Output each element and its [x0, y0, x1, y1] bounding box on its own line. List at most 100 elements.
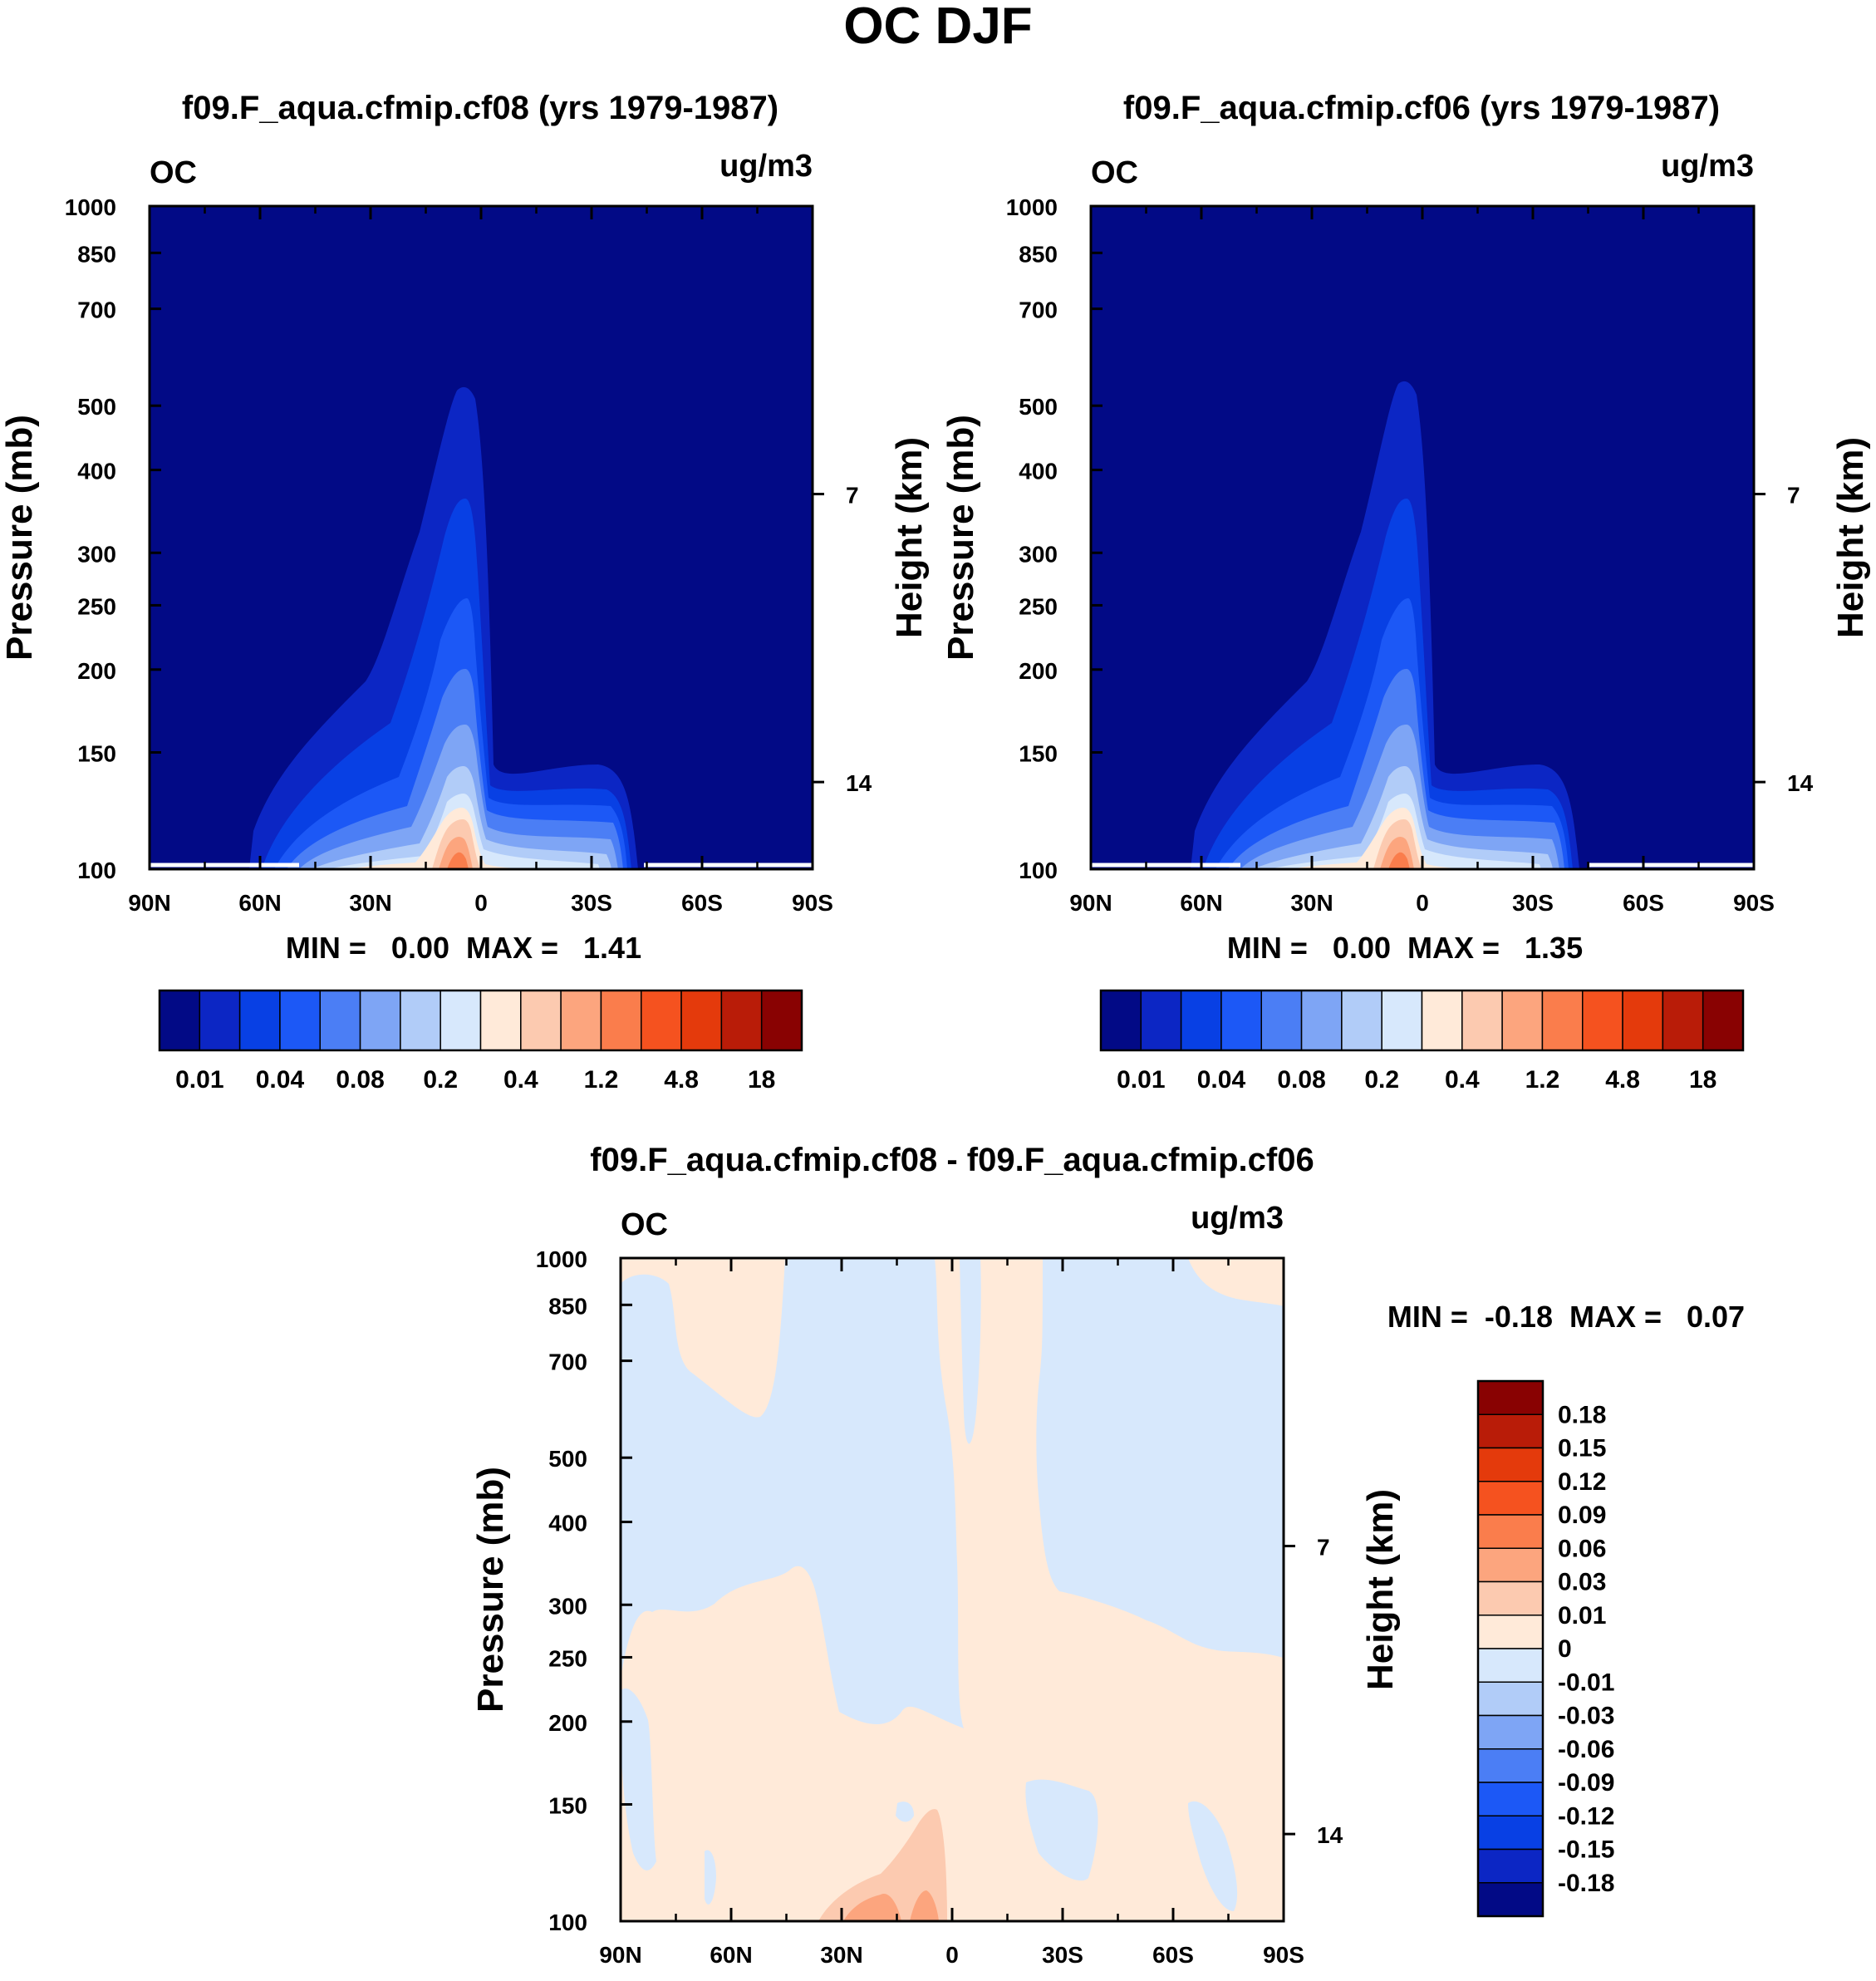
colorbar-box: [1220, 990, 1262, 1051]
negative-region-lower-left: [621, 1688, 656, 1870]
colorbar-label: 0.01: [175, 1066, 223, 1094]
colorbar-box: [1260, 990, 1303, 1051]
panel-difference-units-label: ug/m3: [1191, 1201, 1284, 1236]
colorbar-box: [1501, 990, 1544, 1051]
y-tick-label: 300: [548, 1593, 587, 1619]
colorbar-label: 0.03: [1558, 1569, 1606, 1596]
colorbar-label: 0.08: [1277, 1066, 1325, 1094]
panel-cf06-ylabel: Pressure (mb): [940, 415, 981, 661]
colorbar-frame: [1099, 989, 1745, 1052]
y-tick-label: 250: [1019, 593, 1058, 619]
contour-level-max: [447, 852, 469, 869]
panel-cf06-axes: 100 150 200 250 300 400 500 700 850 1000 14 7 90N 60N…: [1006, 194, 1814, 916]
colorbar-box: [1582, 990, 1623, 1051]
colorbar-box: [1477, 1848, 1544, 1884]
colorbar-box: [1300, 990, 1343, 1051]
x-tick-label: 30S: [571, 890, 612, 916]
y-tick-label: 200: [77, 658, 116, 684]
colorbar-label: 0.15: [1558, 1435, 1606, 1462]
colorbar-box: [400, 990, 441, 1051]
x-tick-label: 30N: [1290, 890, 1333, 916]
colorbar-box: [159, 990, 201, 1051]
y-tick-label: 700: [548, 1349, 587, 1375]
x-tick-label: 60S: [681, 890, 723, 916]
colorbar-label: 0.04: [1197, 1066, 1246, 1094]
colorbar-label: 0.4: [1445, 1066, 1480, 1094]
contour-level-1-2: [1290, 808, 1473, 869]
colorbar-label: 0.2: [423, 1066, 458, 1094]
colorbar-box: [1140, 990, 1182, 1051]
colorbar-label: 0.09: [1558, 1502, 1606, 1529]
panel-difference: f09.F_aqua.cfmip.cf08 - f09.F_aqua.cfmip…: [470, 1142, 1745, 1968]
y-tick-label: 250: [548, 1645, 587, 1671]
y-tick-label: 1000: [65, 194, 116, 220]
page-title: OC DJF: [843, 0, 1032, 55]
colorbar-label: 4.8: [664, 1066, 699, 1094]
y-tick-label: 300: [1019, 541, 1058, 567]
colorbar-box: [1421, 990, 1463, 1051]
colorbar-label: -0.12: [1558, 1802, 1614, 1830]
x-tick-label: 60N: [1180, 890, 1222, 916]
positive-level-0-06: [843, 1894, 901, 1921]
difference-positive-hotspot: [818, 1809, 947, 1921]
colorbar-box: [520, 990, 562, 1051]
colorbar-box: [1461, 990, 1503, 1051]
colorbar-box: [199, 990, 241, 1051]
panel-difference-ylabel: Pressure (mb): [470, 1467, 511, 1713]
colorbar-box: [1477, 1580, 1544, 1616]
colorbar-label: 0: [1558, 1635, 1572, 1663]
x-tick-label: 30N: [349, 890, 391, 916]
negative-region-lower-right-b: [1188, 1801, 1238, 1911]
negative-region-lower-right-a: [1025, 1779, 1098, 1881]
y-right-tick-label: 14: [846, 770, 872, 796]
x-tick-label: 60N: [238, 890, 281, 916]
negative-region-equator-column: [960, 1258, 981, 1444]
panel-cf08: f09.F_aqua.cfmip.cf08 (yrs 1979-1987) OC…: [0, 90, 930, 1094]
colorbar-label: -0.09: [1558, 1769, 1614, 1797]
panel-cf06: f09.F_aqua.cfmip.cf06 (yrs 1979-1987) OC…: [940, 90, 1871, 1094]
colorbar-box: [1477, 1615, 1544, 1649]
colorbar-label: -0.15: [1558, 1836, 1614, 1864]
colorbar-box: [1477, 1413, 1544, 1449]
x-tick-label: 30S: [1042, 1942, 1083, 1968]
x-tick-label: 90N: [128, 890, 170, 916]
colorbar-box: [319, 990, 361, 1051]
panel-difference-colorbar: 0.18 0.15 0.12 0.09 0.06 0.03 0.01 0 -0.01 -0.03 -…: [1476, 1379, 1614, 1918]
colorbar-label: 4.8: [1605, 1066, 1640, 1094]
y-tick-label: 850: [77, 241, 116, 267]
positive-level-0-06-b: [910, 1890, 939, 1921]
y-tick-label: 100: [1019, 858, 1058, 883]
panel-difference-axes: 100 150 200 250 300 400 500 700 850 1000 14 7 90N 60N…: [536, 1246, 1343, 1968]
colorbar-label: 1.2: [1525, 1066, 1560, 1094]
y-tick-label: 150: [77, 740, 116, 766]
x-tick-label: 0: [945, 1942, 959, 1968]
colorbar-box: [1477, 1547, 1544, 1583]
colorbar-box: [1477, 1815, 1544, 1851]
colorbar-box: [1341, 990, 1382, 1051]
y-right-tick-label: 7: [1787, 483, 1800, 509]
x-tick-label: 60N: [710, 1942, 752, 1968]
panel-cf06-title: f09.F_aqua.cfmip.cf06 (yrs 1979-1987): [1123, 90, 1720, 126]
y-tick-label: 500: [548, 1446, 587, 1472]
x-tick-label: 90N: [599, 1942, 641, 1968]
x-tick-label: 90N: [1069, 890, 1112, 916]
negative-region-lower-left-small: [705, 1850, 716, 1905]
colorbar-label: 0.18: [1558, 1401, 1606, 1428]
colorbar-label: 0.08: [336, 1066, 384, 1094]
colorbar-label: 1.2: [584, 1066, 619, 1094]
colorbar-box: [1477, 1882, 1544, 1917]
colorbar-box: [600, 990, 642, 1051]
panel-difference-variable-label: OC: [621, 1207, 668, 1242]
colorbar-box: [440, 990, 482, 1051]
panel-cf06-plume-contours: [1191, 381, 1579, 869]
x-tick-label: 90S: [792, 890, 833, 916]
colorbar-label: -0.18: [1558, 1870, 1614, 1897]
colorbar-box: [1622, 990, 1664, 1051]
colorbar-box: [1477, 1380, 1544, 1415]
y-tick-label: 700: [77, 297, 116, 323]
panel-cf06-units-label: ug/m3: [1661, 149, 1754, 184]
colorbar-box: [279, 990, 321, 1051]
colorbar-label: 18: [748, 1066, 775, 1094]
panel-cf06-min-max: MIN = 0.00 MAX = 1.35: [1227, 931, 1583, 965]
